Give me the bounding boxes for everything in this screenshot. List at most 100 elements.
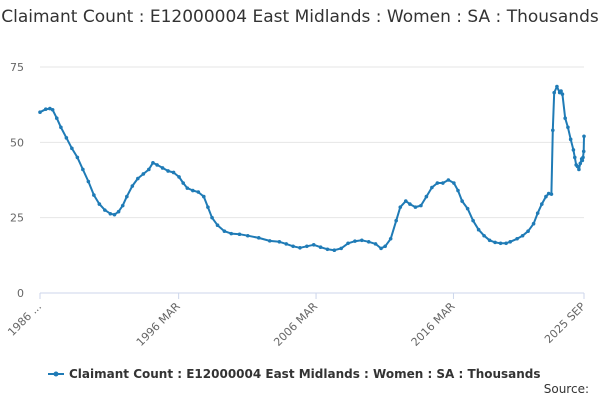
data-point <box>493 240 497 245</box>
data-point <box>130 184 135 188</box>
data-point <box>476 227 481 232</box>
data-point <box>177 175 181 179</box>
data-point <box>70 146 74 151</box>
data-point <box>546 191 551 196</box>
data-point <box>298 246 302 250</box>
data-point <box>332 248 337 253</box>
data-point <box>284 242 289 246</box>
data-point <box>190 188 195 193</box>
data-point <box>166 169 170 173</box>
x-tick-label-4: 2025 SEP <box>542 300 588 346</box>
data-point <box>482 233 486 238</box>
gridlines <box>40 66 584 219</box>
data-point <box>552 90 556 95</box>
data-point <box>210 215 214 220</box>
data-point <box>515 236 519 241</box>
data-point <box>245 233 250 238</box>
data-point <box>215 223 220 227</box>
data-point <box>559 89 563 93</box>
legend-dot-marker <box>53 371 59 377</box>
data-point <box>222 229 227 234</box>
data-point <box>531 221 536 226</box>
data-point <box>508 239 513 244</box>
data-point <box>544 194 548 199</box>
data-point <box>540 202 544 206</box>
data-point <box>54 116 59 121</box>
data-point <box>471 218 475 223</box>
data-point <box>92 193 96 197</box>
legend[interactable]: Claimant Count : E12000004 East Midlands… <box>48 367 541 381</box>
data-point <box>311 242 316 247</box>
data-point <box>572 155 577 160</box>
data-point <box>108 211 113 216</box>
data-point <box>125 194 129 199</box>
data-point <box>97 202 102 206</box>
data-point <box>116 209 121 214</box>
data-point <box>171 170 176 175</box>
data-point <box>185 186 190 190</box>
data-point <box>291 244 295 249</box>
series-line-0 <box>39 85 585 252</box>
series-layer <box>38 84 586 253</box>
data-point <box>325 247 330 252</box>
data-point <box>582 134 586 139</box>
data-point <box>75 155 80 160</box>
data-point <box>141 172 146 176</box>
data-point <box>379 246 383 251</box>
x-tick-label-1: 1996 MAR <box>134 300 183 349</box>
x-tick-label-2: 2006 MAR <box>271 300 320 349</box>
data-point <box>526 229 530 234</box>
data-point <box>555 84 559 89</box>
data-point <box>373 242 378 246</box>
data-point <box>305 244 309 249</box>
data-point <box>446 178 451 182</box>
data-point <box>237 232 242 237</box>
y-tick-label-0: 0 <box>17 287 24 300</box>
data-point <box>318 245 323 249</box>
data-point <box>360 238 364 243</box>
data-point <box>86 179 91 184</box>
y-tick-label-1: 25 <box>10 212 24 225</box>
data-point <box>456 188 460 193</box>
y-tick-label-2: 50 <box>10 136 24 149</box>
data-point <box>398 205 403 209</box>
data-point <box>549 192 554 196</box>
source-label: Source: <box>543 382 589 396</box>
data-point <box>181 181 185 185</box>
data-point <box>424 194 429 199</box>
data-point <box>504 241 508 246</box>
axes: 0 25 50 75 1986 ... 1996 MAR 2006 MAR 2016 MAR 2… <box>5 61 588 349</box>
data-point <box>394 218 398 223</box>
data-point <box>571 148 576 152</box>
data-point <box>435 181 440 185</box>
data-point <box>568 137 573 142</box>
data-point <box>452 181 456 185</box>
data-point <box>346 241 350 246</box>
data-point <box>64 136 69 140</box>
data-point <box>277 239 282 244</box>
y-tick-label-3: 75 <box>10 61 24 74</box>
data-point <box>366 239 371 244</box>
x-tick-label-3: 2016 MAR <box>409 300 458 349</box>
data-point <box>577 167 581 172</box>
data-point <box>196 190 201 194</box>
legend-label: Claimant Count : E12000004 East Midlands… <box>69 367 541 381</box>
data-point <box>59 125 63 130</box>
data-point <box>408 202 412 206</box>
data-point <box>581 155 585 160</box>
data-point <box>413 205 418 209</box>
data-point <box>460 199 464 203</box>
data-point <box>520 233 525 238</box>
data-point <box>563 116 567 121</box>
data-point <box>256 236 261 240</box>
data-point <box>50 107 55 112</box>
data-point <box>465 206 470 211</box>
data-point <box>551 128 555 133</box>
data-point <box>535 211 540 215</box>
data-point <box>147 167 151 172</box>
data-point <box>120 203 125 208</box>
data-point <box>430 185 434 190</box>
data-point <box>498 241 503 246</box>
